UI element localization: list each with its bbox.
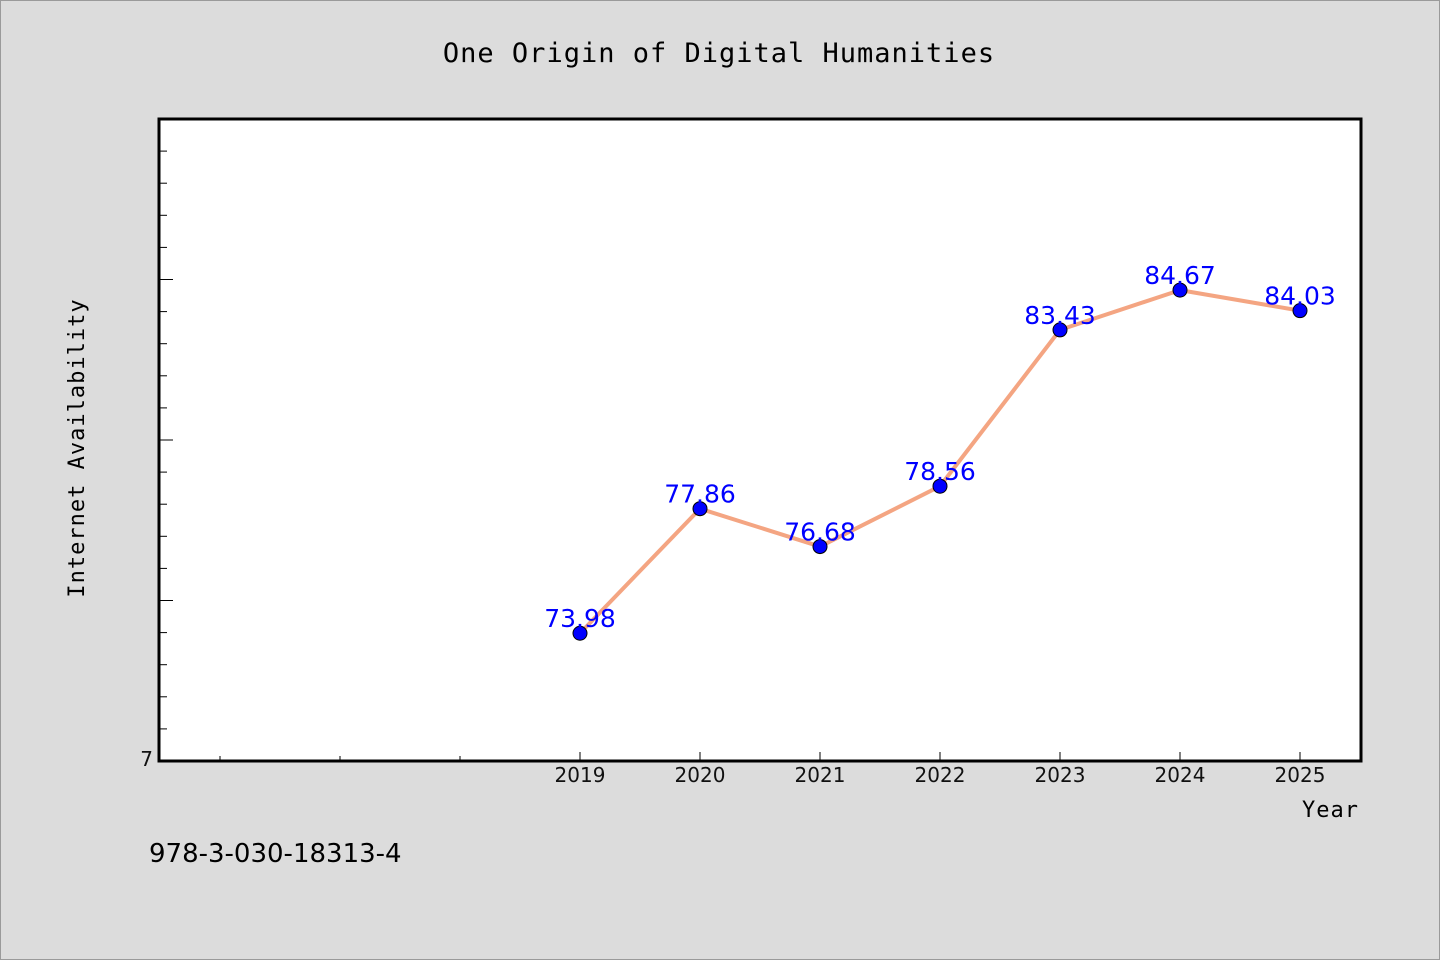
series-line-group: 73.98 77.86 76.68 78.56 83.43 84.67 84.03 <box>544 261 1336 641</box>
data-point-marker <box>1052 322 1068 338</box>
x-tick-label: 2023 <box>1035 763 1086 787</box>
data-point-marker <box>1172 282 1188 298</box>
data-label: 76.68 <box>784 518 856 547</box>
data-point-marker <box>932 478 948 494</box>
data-label: 83.43 <box>1024 301 1096 330</box>
data-label: 84.67 <box>1144 261 1216 290</box>
x-tick-label: 2021 <box>795 763 846 787</box>
x-tick-label: 2022 <box>915 763 966 787</box>
data-point-marker <box>572 625 588 641</box>
data-point-marker <box>1292 303 1308 319</box>
x-axis-label: Year <box>1302 798 1359 823</box>
data-point-marker <box>812 539 828 555</box>
data-label: 84.03 <box>1264 282 1336 311</box>
data-label: 77.86 <box>664 480 736 509</box>
y-axis-label: Internet Availability <box>65 298 90 597</box>
data-label: 73.98 <box>544 604 616 633</box>
data-point-marker <box>692 501 708 517</box>
x-tick-label: 2019 <box>555 763 606 787</box>
x-tick-label: 2020 <box>675 763 726 787</box>
chart-title: One Origin of Digital Humanities <box>443 38 995 69</box>
y-tick-label: 7 <box>140 747 153 771</box>
x-tick-label: 2025 <box>1275 763 1326 787</box>
plot-area <box>157 117 1363 763</box>
x-tick-label: 2024 <box>1155 763 1206 787</box>
x-axis-ticks: 2019 2020 2021 2022 2023 2024 2025 <box>219 752 1326 787</box>
footer-isbn: 978-3-030-18313-4 <box>149 839 402 869</box>
y-axis-ticks <box>159 150 173 730</box>
data-label: 78.56 <box>904 457 976 486</box>
